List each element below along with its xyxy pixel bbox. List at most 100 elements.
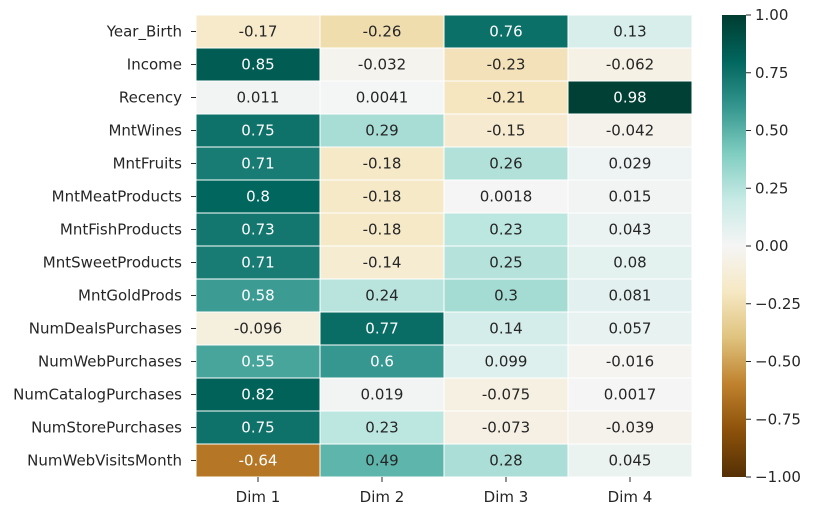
colorbar-tick-label: −0.50 bbox=[755, 353, 801, 371]
heatmap-cell bbox=[443, 14, 569, 49]
heatmap-cell bbox=[443, 410, 569, 445]
colorbar-gradient bbox=[722, 15, 746, 477]
cell-value-label: -0.016 bbox=[606, 353, 654, 371]
heatmap-cell bbox=[195, 212, 321, 247]
cell-value-label: 0.043 bbox=[609, 221, 652, 239]
column-label: Dim 2 bbox=[360, 488, 405, 506]
cell-value-label: 0.55 bbox=[241, 353, 274, 371]
cell-value-label: 0.29 bbox=[365, 122, 398, 140]
cell-value-label: 0.23 bbox=[365, 419, 398, 437]
cell-value-label: 0.6 bbox=[370, 353, 394, 371]
cell-value-label: 0.25 bbox=[489, 254, 522, 272]
colorbar-tick-label: 0.50 bbox=[755, 122, 788, 140]
heatmap-cell bbox=[319, 443, 445, 478]
row-label: NumWebVisitsMonth bbox=[27, 452, 182, 470]
cell-value-label: -0.26 bbox=[363, 23, 402, 41]
heatmap-cell bbox=[319, 47, 445, 82]
row-label: NumWebPurchases bbox=[38, 353, 182, 371]
cell-value-label: 0.82 bbox=[241, 386, 274, 404]
cell-value-label: -0.14 bbox=[363, 254, 402, 272]
cell-value-label: -0.039 bbox=[606, 419, 654, 437]
cell-value-label: 0.08 bbox=[613, 254, 646, 272]
row-label: MntMeatProducts bbox=[52, 188, 183, 206]
heatmap-cell bbox=[443, 443, 569, 478]
heatmap-cell bbox=[319, 377, 445, 412]
cell-value-label: -0.042 bbox=[606, 122, 654, 140]
column-label: Dim 4 bbox=[608, 488, 653, 506]
heatmap-cell bbox=[567, 14, 693, 49]
row-label: MntFishProducts bbox=[60, 221, 182, 239]
heatmap-cell bbox=[195, 311, 321, 346]
colorbar-tick-label: −0.25 bbox=[755, 295, 801, 313]
row-label: MntSweetProducts bbox=[43, 254, 182, 272]
cell-value-label: 0.029 bbox=[609, 155, 652, 173]
heatmap-cell bbox=[567, 443, 693, 478]
cell-value-label: 0.49 bbox=[365, 452, 398, 470]
row-label: MntGoldProds bbox=[78, 287, 182, 305]
row-label: NumDealsPurchases bbox=[29, 320, 182, 338]
cell-value-label: -0.18 bbox=[363, 155, 402, 173]
cell-value-label: 0.76 bbox=[489, 23, 522, 41]
cell-value-label: 0.0018 bbox=[480, 188, 533, 206]
column-label: Dim 1 bbox=[236, 488, 281, 506]
heatmap-cell bbox=[319, 14, 445, 49]
cell-value-label: 0.28 bbox=[489, 452, 522, 470]
heatmap-cell bbox=[195, 377, 321, 412]
heatmap-cell bbox=[195, 179, 321, 214]
heatmap-cell bbox=[567, 278, 693, 313]
cell-value-label: 0.011 bbox=[237, 89, 280, 107]
cell-value-label: 0.13 bbox=[613, 23, 646, 41]
colorbar-tick-label: 0.25 bbox=[755, 179, 788, 197]
heatmap-cell bbox=[567, 80, 693, 115]
cell-value-label: 0.099 bbox=[485, 353, 528, 371]
heatmap-cell bbox=[319, 344, 445, 379]
heatmap-cell bbox=[567, 179, 693, 214]
column-label: Dim 3 bbox=[484, 488, 529, 506]
cell-value-label: 0.081 bbox=[609, 287, 652, 305]
cell-value-label: -0.062 bbox=[606, 56, 654, 74]
row-label: NumCatalogPurchases bbox=[13, 386, 182, 404]
cell-value-label: 0.24 bbox=[365, 287, 398, 305]
cell-value-label: -0.15 bbox=[487, 122, 526, 140]
cell-value-label: 0.71 bbox=[241, 155, 274, 173]
heatmap-cell bbox=[443, 377, 569, 412]
row-label: NumStorePurchases bbox=[31, 419, 182, 437]
row-label: MntWines bbox=[108, 122, 182, 140]
heatmap-column-labels: Dim 1 Dim 2 Dim 3 Dim 4 bbox=[236, 477, 653, 506]
heatmap-cell bbox=[443, 245, 569, 280]
cell-value-label: -0.096 bbox=[234, 320, 282, 338]
heatmap-cell bbox=[319, 146, 445, 181]
heatmap-cell bbox=[567, 311, 693, 346]
heatmap-cell bbox=[319, 113, 445, 148]
cell-value-label: 0.8 bbox=[246, 188, 270, 206]
heatmap-cells bbox=[195, 14, 693, 478]
cell-value-label: 0.77 bbox=[365, 320, 398, 338]
heatmap-cell bbox=[195, 245, 321, 280]
row-label: Year_Birth bbox=[106, 23, 182, 42]
cell-value-label: 0.019 bbox=[361, 386, 404, 404]
cell-value-label: 0.057 bbox=[609, 320, 652, 338]
cell-value-label: 0.58 bbox=[241, 287, 274, 305]
cell-value-label: -0.21 bbox=[487, 89, 526, 107]
cell-value-label: 0.14 bbox=[489, 320, 522, 338]
heatmap-cell bbox=[443, 344, 569, 379]
row-label: Recency bbox=[119, 89, 182, 107]
heatmap-row-labels: Year_Birth Income Recency MntWines MntFruits… bbox=[13, 23, 196, 470]
heatmap-cell bbox=[567, 47, 693, 82]
heatmap-cell bbox=[319, 80, 445, 115]
heatmap-cell bbox=[443, 311, 569, 346]
colorbar-tick-label: 0.00 bbox=[755, 237, 788, 255]
cell-value-label: 0.26 bbox=[489, 155, 522, 173]
heatmap-cell-labels: -0.17 -0.26 0.76 0.13 0.85 -0.032 -0.23 -0.062 0… bbox=[234, 23, 656, 470]
cell-value-label: 0.0017 bbox=[604, 386, 657, 404]
row-label: MntFruits bbox=[113, 155, 183, 173]
heatmap-cell bbox=[319, 179, 445, 214]
cell-value-label: 0.71 bbox=[241, 254, 274, 272]
cell-value-label: -0.075 bbox=[482, 386, 530, 404]
cell-value-label: 0.015 bbox=[609, 188, 652, 206]
heatmap-cell bbox=[567, 410, 693, 445]
colorbar-tick-label: 0.75 bbox=[755, 64, 788, 82]
colorbar-tick-label: 1.00 bbox=[755, 6, 788, 24]
cell-value-label: 0.85 bbox=[241, 56, 274, 74]
